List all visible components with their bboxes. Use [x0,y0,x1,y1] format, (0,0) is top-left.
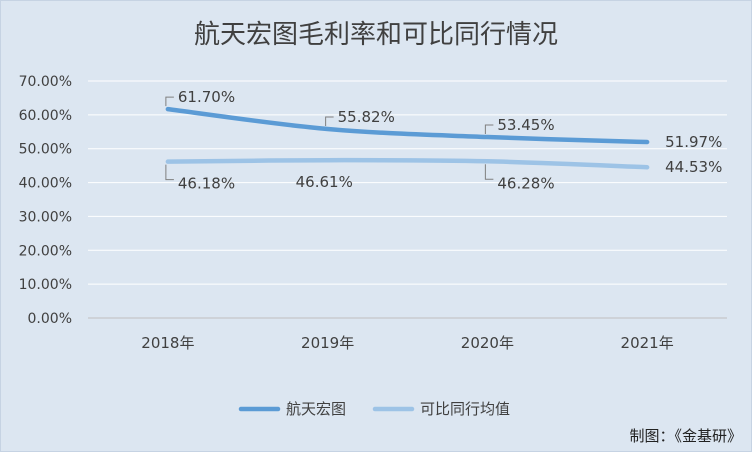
chart-title: 航天宏图毛利率和可比同行情况 [193,20,558,50]
leader-line [484,164,494,180]
leader-line [325,116,334,127]
data-label: 46.28% [497,174,554,192]
data-label: 55.82% [338,108,395,126]
leader-line [484,124,494,135]
data-label: 61.70% [178,88,235,106]
data-label: 46.61% [296,173,353,191]
data-label: 46.18% [178,175,235,193]
legend-label: 航天宏图 [286,400,346,418]
data-label: 44.53% [665,158,722,176]
x-tick-label: 2020年 [461,334,514,352]
y-tick-label: 10.00% [19,277,72,293]
series-line [165,106,650,145]
leader-line [165,164,174,181]
data-label: 53.45% [497,116,554,134]
x-tick-label: 2021年 [621,334,674,352]
x-tick-label: 2018年 [141,334,194,352]
y-tick-label: 30.00% [19,209,72,225]
data-label: 51.97% [665,133,722,151]
y-tick-label: 40.00% [19,176,72,192]
y-tick-label: 60.00% [19,108,72,124]
chart-credit: 制图：《金基研》 [629,427,742,445]
y-tick-label: 0.00% [28,311,72,327]
y-tick-label: 20.00% [19,243,72,259]
y-tick-label: 70.00% [19,74,72,90]
leader-line [165,96,174,107]
y-tick-label: 50.00% [19,142,72,158]
x-tick-label: 2019年 [301,334,354,352]
series-line [165,157,650,170]
legend-label: 可比同行均值 [420,400,510,418]
